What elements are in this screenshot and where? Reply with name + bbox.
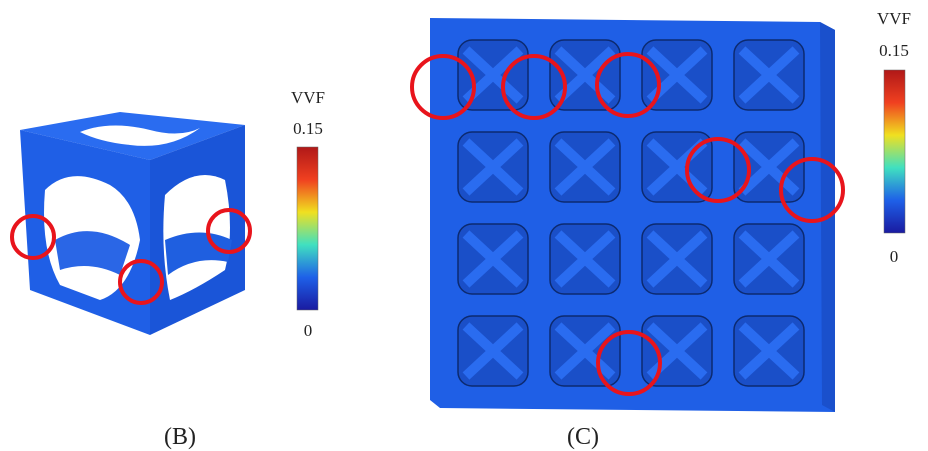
colorbar-c: VVF 0.15 0 [877, 9, 911, 266]
lattice-strut [554, 138, 616, 196]
colorbar-title: VVF [291, 88, 325, 107]
cube-model [20, 112, 245, 335]
lattice-strut [554, 322, 616, 380]
lattice-strut [738, 322, 800, 380]
lattice-strut [738, 138, 800, 196]
colorbar-max: 0.15 [879, 41, 909, 60]
colorbar-title: VVF [877, 9, 911, 28]
highlight-rings [10, 208, 252, 305]
colorbar-b: VVF 0.15 0 [291, 88, 325, 340]
lattice-strut [462, 322, 524, 380]
highlight-rings [410, 52, 845, 396]
colorbar [883, 69, 906, 234]
panel-label: (B) [164, 424, 196, 450]
lattice-strut [554, 46, 616, 104]
colorbar-min: 0 [304, 321, 313, 340]
lattice-strut [462, 230, 524, 288]
colorbar-max: 0.15 [293, 119, 323, 138]
colorbar [296, 146, 319, 311]
lattice-strut [554, 230, 616, 288]
plate-model [430, 18, 835, 412]
lattice-strut [462, 138, 524, 196]
lattice-strut [646, 230, 708, 288]
lattice-strut [738, 46, 800, 104]
colorbar-min: 0 [890, 247, 899, 266]
lattice-strut [738, 230, 800, 288]
panel-label: (C) [567, 424, 599, 450]
